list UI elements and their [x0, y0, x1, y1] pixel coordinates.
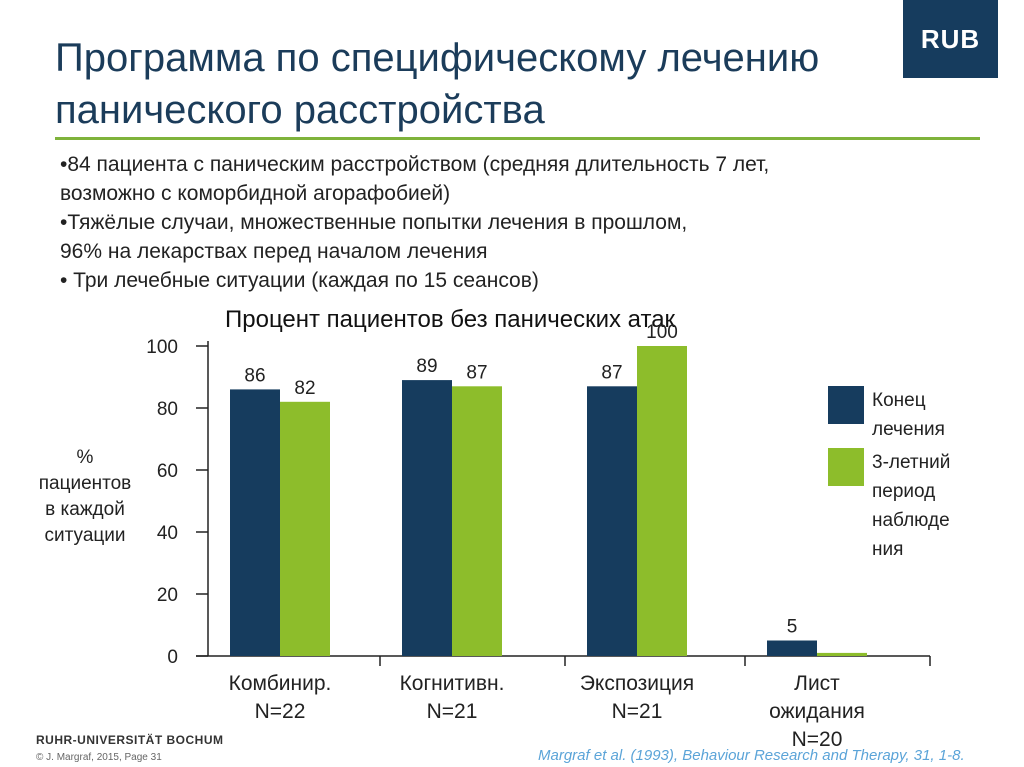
bullet-2-line-1: •Тяжёлые случаи, множественные попытки л…: [60, 211, 688, 234]
legend-swatch-green: [828, 448, 864, 486]
y-label-line: пациентов: [38, 473, 132, 494]
y-label-line: %: [76, 447, 94, 468]
legend-text-line: Конец: [872, 390, 926, 411]
legend-swatch-navy: [828, 386, 864, 424]
x-category-label: ожидания: [769, 700, 865, 723]
bar-follow-up: [817, 652, 867, 656]
title-divider: [55, 137, 980, 140]
y-axis-label: % пациентов в каждой ситуации: [25, 445, 145, 549]
legend-label: 3-летний период наблюде ния: [872, 448, 982, 564]
bar-value-label: 87: [466, 362, 487, 383]
legend-text-line: наблюде: [872, 510, 950, 531]
x-category-label: N=22: [255, 700, 306, 723]
bar-end-of-treatment: [587, 386, 637, 656]
title-line-1: Программа по специфическому лечению: [55, 36, 820, 80]
bullet-1-line-1: •84 пациента с паническим расстройством …: [60, 153, 770, 176]
y-tick-label: 80: [157, 399, 178, 420]
bullet-2-line-2: 96% на лекарствах перед началом лечения: [60, 240, 488, 263]
copyright: © J. Margraf, 2015, Page 31: [36, 752, 162, 763]
bar-end-of-treatment: [402, 380, 452, 656]
slide-title: Программа по специфическому лечению пани…: [55, 32, 915, 136]
x-category-label: Лист: [794, 672, 840, 695]
bar-value-label: 86: [244, 365, 265, 386]
legend-text-line: 3-летний: [872, 452, 951, 473]
y-label-line: в каждой: [45, 499, 125, 520]
chart-legend: Конец лечения 3-летний период наблюде ни…: [828, 386, 982, 564]
legend-text-line: ния: [872, 539, 904, 560]
bar-follow-up: [452, 386, 502, 656]
bar-value-label: 87: [601, 362, 622, 383]
legend-item-follow-up: 3-летний период наблюде ния: [828, 448, 982, 564]
y-tick-label: 0: [167, 647, 178, 668]
x-category-label: N=21: [612, 700, 663, 723]
rub-logo: RUB: [903, 0, 998, 78]
chart-title: Процент пациентов без панических атак: [225, 306, 676, 333]
bullet-list: •84 пациента с паническим расстройством …: [60, 150, 960, 295]
legend-item-end-of-treatment: Конец лечения: [828, 386, 982, 444]
y-tick-label: 100: [146, 337, 178, 358]
bar-follow-up: [637, 346, 687, 656]
x-category-label: N=20: [792, 728, 843, 751]
x-category-label: N=21: [427, 700, 478, 723]
y-label-line: ситуации: [44, 525, 126, 546]
bar-end-of-treatment: [230, 389, 280, 656]
bar-value-label: 5: [787, 617, 798, 638]
bar-follow-up: [280, 401, 330, 656]
bullet-3: • Три лечебные ситуации (каждая по 15 се…: [60, 269, 539, 292]
legend-label: Конец лечения: [872, 386, 982, 444]
bar-value-label: 100: [646, 322, 678, 343]
y-tick-label: 40: [157, 523, 178, 544]
university-name: RUHR-UNIVERSITÄT BOCHUM: [36, 733, 224, 747]
legend-text-line: лечения: [872, 419, 945, 440]
bar-value-label: 82: [294, 378, 315, 399]
legend-text-line: период: [872, 481, 936, 502]
bar-end-of-treatment: [767, 640, 817, 656]
bullet-1-line-2: возможно с коморбидной агорафобией): [60, 182, 451, 205]
x-category-label: Экспозиция: [580, 672, 694, 695]
bar-value-label: 89: [416, 356, 437, 377]
y-tick-label: 60: [157, 461, 178, 482]
y-tick-label: 20: [157, 585, 178, 606]
title-line-2: панического расстройства: [55, 88, 545, 132]
reference-citation: Margraf et al. (1993), Behaviour Researc…: [538, 747, 965, 764]
x-category-label: Когнитивн.: [400, 672, 505, 695]
x-category-label: Комбинир.: [229, 672, 332, 695]
